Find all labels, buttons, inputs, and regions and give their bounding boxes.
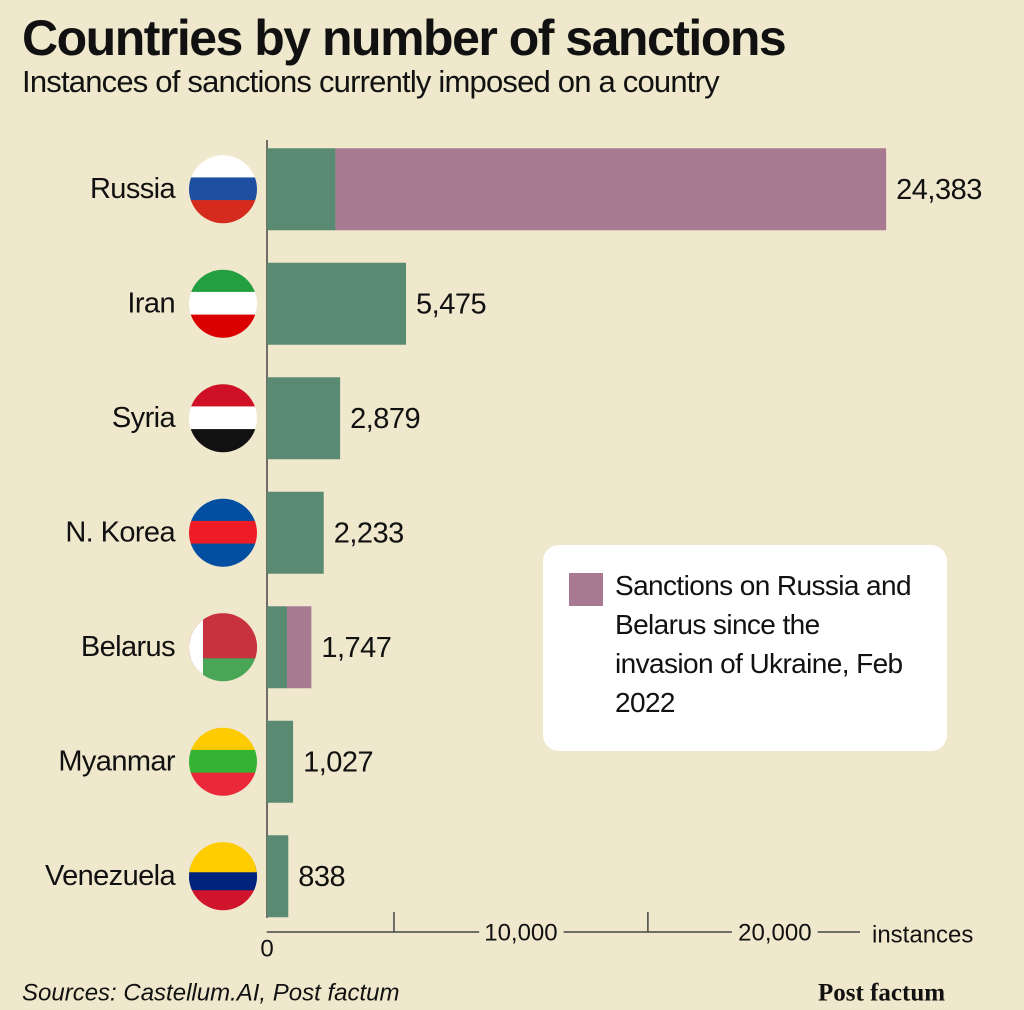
value-label: 24,383 (896, 174, 982, 206)
x-tick-label: 20,000 (738, 919, 811, 946)
flag (189, 842, 257, 911)
x-tick-label: 10,000 (484, 919, 557, 946)
category-label: Iran (127, 287, 175, 319)
flag-stripe (189, 155, 257, 179)
x-axis-label: instances (872, 921, 973, 948)
bar-segment (267, 720, 294, 803)
chart-title: Countries by number of sanctions (22, 10, 785, 66)
flag-stripe (189, 772, 257, 796)
value-label: 838 (298, 861, 345, 893)
brand: Post factum (818, 980, 945, 1007)
bar-segment (267, 262, 407, 345)
flag (189, 384, 257, 453)
flag-stripe (189, 269, 257, 293)
flag (189, 727, 257, 796)
flag-stripe (189, 727, 257, 751)
flag-stripe (189, 384, 257, 408)
bar-segment (335, 148, 887, 231)
flag (189, 155, 257, 224)
bar-segment (267, 491, 324, 574)
category-label: N. Korea (65, 516, 176, 548)
value-label: 2,879 (350, 403, 420, 435)
category-label: Belarus (81, 631, 175, 663)
flag (189, 498, 257, 567)
category-label: Myanmar (58, 745, 176, 777)
flag-stripe (189, 749, 257, 774)
flag (189, 269, 257, 338)
legend-text-box: Sanctions on Russia and Belarus since th… (615, 570, 912, 718)
legend-box (543, 545, 947, 751)
bar-segment (267, 606, 288, 689)
bar-segment (267, 148, 336, 231)
bar-segment (267, 835, 289, 918)
value-label: 1,027 (303, 746, 373, 778)
flag-stripe (189, 498, 257, 522)
flag-stripe (189, 406, 257, 431)
flag-stripe (189, 658, 257, 682)
x-tick-label: 0 (260, 935, 273, 962)
flag-stripe (189, 872, 257, 891)
legend-swatch (569, 573, 603, 606)
value-label: 5,475 (416, 288, 486, 320)
flag-stripe (189, 887, 257, 911)
flag-stripe (189, 543, 257, 567)
flag-stripe (189, 520, 257, 545)
value-label: 1,747 (321, 632, 391, 664)
bar-segment (267, 377, 341, 460)
category-label: Venezuela (45, 860, 177, 892)
flag-stripe (189, 429, 257, 453)
category-label: Syria (112, 402, 177, 434)
chart-subtitle: Instances of sanctions currently imposed… (22, 64, 720, 99)
value-label: 2,233 (334, 517, 404, 549)
flag (189, 613, 257, 682)
flag-stripe (189, 291, 257, 316)
legend-label: Sanctions on Russia and Belarus since th… (615, 570, 912, 718)
legend: Sanctions on Russia and Belarus since th… (543, 545, 947, 751)
flag-stripe (189, 200, 257, 224)
bar-segment (287, 606, 312, 689)
flag-stripe (189, 177, 257, 202)
source: Sources: Castellum.AI, Post factum (22, 979, 399, 1006)
category-label: Russia (90, 173, 177, 205)
flag-stripe (189, 314, 257, 338)
